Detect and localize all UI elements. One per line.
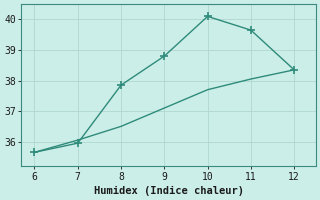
X-axis label: Humidex (Indice chaleur): Humidex (Indice chaleur) xyxy=(94,186,244,196)
